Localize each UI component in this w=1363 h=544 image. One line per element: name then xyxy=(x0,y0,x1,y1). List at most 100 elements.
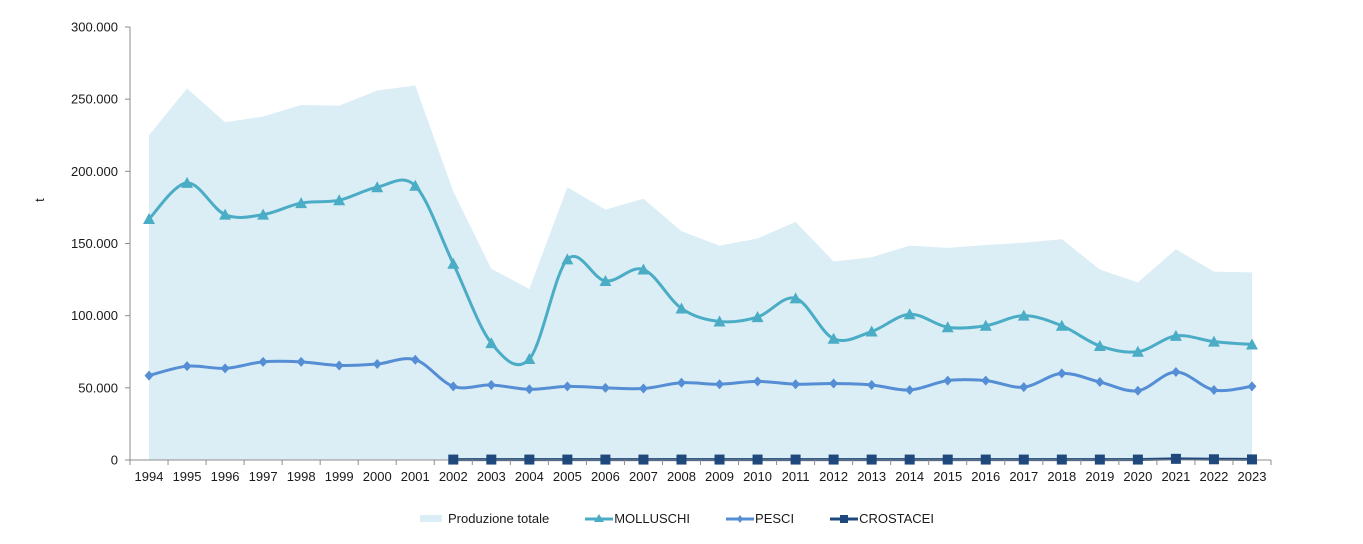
square-marker-crostacei xyxy=(600,454,611,465)
x-tick-label: 2001 xyxy=(401,469,430,484)
triangle-marker-molluschi xyxy=(561,253,574,265)
area-swatch-icon xyxy=(420,515,442,522)
x-tick-label: 1995 xyxy=(173,469,202,484)
diamond-marker-pesci xyxy=(1209,384,1219,395)
square-marker-crostacei xyxy=(714,454,725,465)
triangle-marker-molluschi xyxy=(979,319,992,331)
square-marker-crostacei xyxy=(790,454,801,465)
x-tick-label: 2021 xyxy=(1161,469,1190,484)
x-tick-label: 1994 xyxy=(135,469,164,484)
triangle-marker-molluschi xyxy=(143,212,156,224)
square-marker-crostacei xyxy=(1246,454,1257,465)
square-marker-crostacei xyxy=(980,454,991,465)
diamond-marker-pesci xyxy=(600,382,610,393)
legend-label: PESCI xyxy=(755,511,795,526)
triangle-marker-molluschi xyxy=(1245,338,1258,350)
triangle-marker-molluschi xyxy=(523,352,536,364)
area-layer xyxy=(149,85,1252,460)
y-tick-label: 150.000 xyxy=(71,236,118,251)
square-marker-crostacei xyxy=(524,454,535,465)
x-tick-label: 2000 xyxy=(363,469,392,484)
diamond-marker-pesci xyxy=(562,381,572,392)
x-tick-label: 2018 xyxy=(1047,469,1076,484)
triangle-marker-molluschi xyxy=(713,315,726,327)
diamond-marker-pesci xyxy=(144,370,154,381)
legend-item-pesci: PESCI xyxy=(726,511,794,526)
x-tick-label: 2004 xyxy=(515,469,544,484)
square-marker-crostacei xyxy=(942,454,953,465)
x-tick-label: 2012 xyxy=(819,469,848,484)
triangle-marker-molluschi xyxy=(1055,319,1068,331)
x-tick-label: 2015 xyxy=(933,469,962,484)
diamond-marker-pesci xyxy=(334,360,344,371)
diamond-marker-pesci xyxy=(448,381,458,392)
y-axis-title: t xyxy=(32,198,47,202)
x-tick-label: 2013 xyxy=(857,469,886,484)
square-marker-crostacei xyxy=(1132,454,1143,465)
markers-layer xyxy=(143,176,1258,465)
diamond-marker-pesci xyxy=(676,377,686,388)
diamond-marker-pesci xyxy=(981,375,991,386)
x-tick-label: 2017 xyxy=(1009,469,1038,484)
diamond-marker-pesci xyxy=(1095,377,1105,388)
triangle-marker-molluschi xyxy=(827,332,840,344)
square-marker-icon xyxy=(830,514,859,523)
triangle-marker-molluschi xyxy=(1093,339,1106,351)
square-marker-crostacei xyxy=(1056,454,1067,465)
x-tick-label: 2016 xyxy=(971,469,1000,484)
diamond-marker-pesci xyxy=(715,379,725,390)
x-tick-label: 2009 xyxy=(705,469,734,484)
triangle-marker-molluschi xyxy=(675,302,688,314)
diamond-marker-pesci xyxy=(1019,382,1029,393)
diamond-marker-pesci xyxy=(296,356,306,367)
legend-label: CROSTACEI xyxy=(859,511,934,526)
x-tick-label: 2003 xyxy=(477,469,506,484)
diamond-marker-pesci xyxy=(410,354,420,365)
triangle-marker-molluschi xyxy=(1017,309,1030,321)
diamond-marker-pesci xyxy=(220,363,230,374)
chart-canvas: 0 50.000 100.000 150.000 200.000 250.000 300.0… xyxy=(32,20,1272,484)
area-produzione-totale xyxy=(149,85,1252,460)
triangle-marker-molluschi xyxy=(789,292,802,304)
triangle-marker-molluschi xyxy=(219,208,232,220)
triangle-marker-molluschi xyxy=(181,176,194,188)
y-tick-label: 200.000 xyxy=(71,164,118,179)
y-tick-label: 250.000 xyxy=(71,92,118,107)
x-tick-label: 2007 xyxy=(629,469,658,484)
square-marker-crostacei xyxy=(1170,453,1181,464)
square-marker-crostacei xyxy=(1208,454,1219,465)
diamond-marker-pesci xyxy=(1247,381,1257,392)
square-marker-crostacei xyxy=(752,454,763,465)
diamond-marker-pesci xyxy=(486,379,496,390)
y-tick-label: 0 xyxy=(111,453,118,468)
x-tick-label: 1996 xyxy=(211,469,240,484)
square-marker-crostacei xyxy=(486,454,497,465)
triangle-marker-icon xyxy=(585,513,614,522)
square-marker-crostacei xyxy=(1094,454,1105,465)
x-tick-label: 2023 xyxy=(1238,469,1267,484)
x-tick-label: 2005 xyxy=(553,469,582,484)
diamond-marker-pesci xyxy=(372,359,382,370)
x-tick-label: 2014 xyxy=(895,469,924,484)
diamond-marker-pesci xyxy=(867,379,877,390)
triangle-marker-molluschi xyxy=(903,308,916,320)
square-marker-crostacei xyxy=(904,454,915,465)
square-marker-crostacei xyxy=(866,454,877,465)
diamond-marker-pesci xyxy=(829,378,839,389)
triangle-marker-molluschi xyxy=(751,311,764,323)
legend: Produzione totale MOLLUSCHI PESCI CROSTA… xyxy=(420,511,934,526)
legend-label: MOLLUSCHI xyxy=(614,511,691,526)
square-marker-crostacei xyxy=(448,454,459,465)
triangle-marker-molluschi xyxy=(865,325,878,337)
x-tick-label: 2010 xyxy=(743,469,772,484)
axes-layer: 0 50.000 100.000 150.000 200.000 250.000 300.0… xyxy=(71,20,1272,484)
triangle-marker-molluschi xyxy=(637,263,650,275)
x-tick-label: 1998 xyxy=(287,469,316,484)
triangle-marker-molluschi xyxy=(599,275,612,287)
x-tick-label: 2019 xyxy=(1085,469,1114,484)
diamond-marker-icon xyxy=(726,514,755,523)
square-marker-crostacei xyxy=(562,454,573,465)
triangle-marker-molluschi xyxy=(485,337,498,349)
diamond-marker-pesci xyxy=(524,384,534,395)
diamond-marker-pesci xyxy=(638,383,648,394)
